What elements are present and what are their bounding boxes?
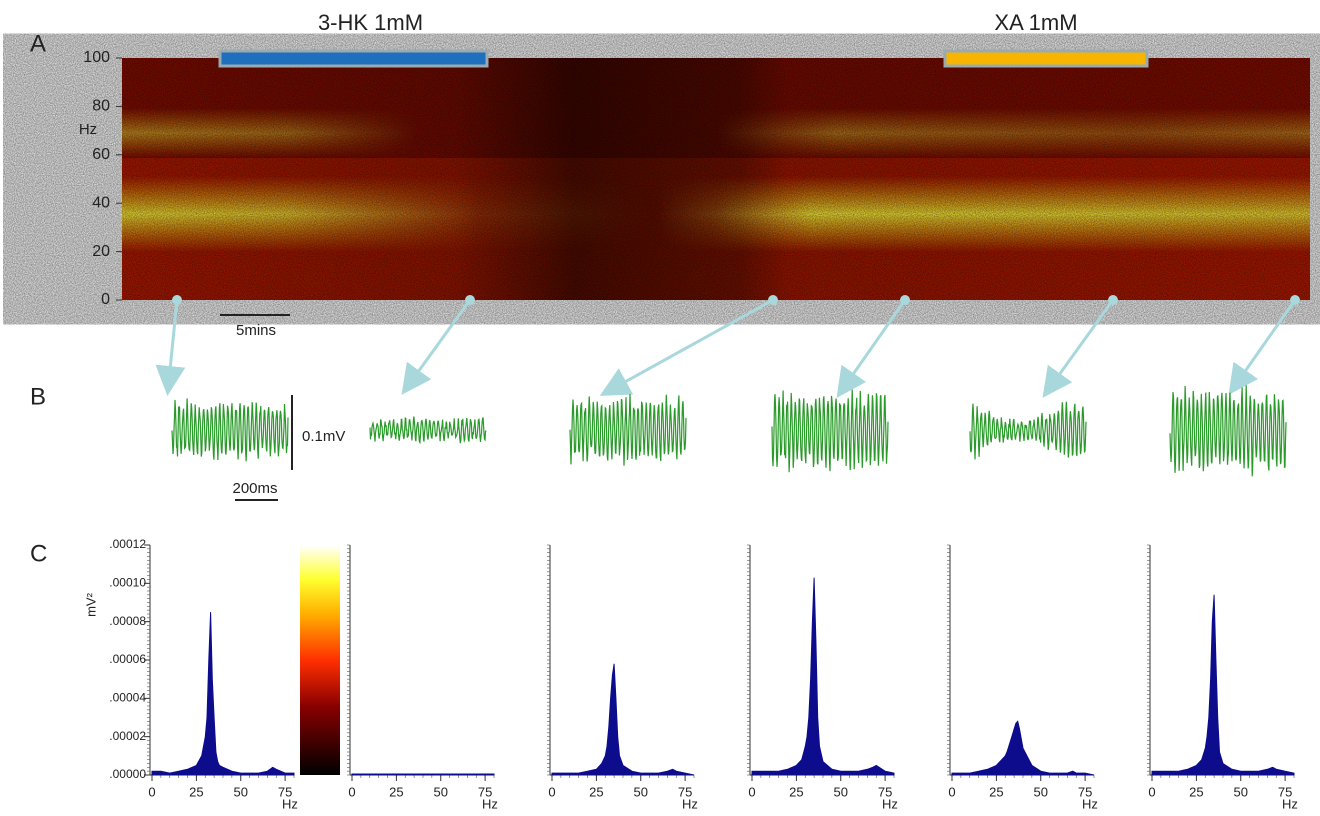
spectrogram-noise: [122, 58, 1310, 300]
x-axis-label: Hz: [682, 796, 698, 811]
y-axis-label: Hz: [79, 121, 97, 138]
arrow: [401, 299, 472, 395]
x-tick-label: 0: [1148, 784, 1155, 799]
scale-label: 200ms: [232, 480, 277, 497]
x-tick-label: 50: [634, 784, 648, 799]
y-tick-label: .00004: [109, 691, 146, 705]
spectrum-area: [951, 720, 1095, 776]
x-tick-label: 25: [1189, 784, 1203, 799]
x-axis-label: Hz: [1282, 796, 1298, 811]
y-tick-label: 100: [83, 49, 110, 66]
x-tick-label: 50: [434, 784, 448, 799]
colorbar: [300, 545, 340, 775]
y-tick-label: .00008: [109, 614, 146, 628]
x-tick-label: 0: [148, 784, 155, 799]
time-point: [465, 295, 475, 305]
y-tick-label: .00006: [109, 652, 146, 666]
y-axis-label: mV²: [83, 592, 98, 617]
spectrogram: [122, 58, 1310, 300]
panel-label: A: [30, 30, 46, 57]
scale-label: 0.1mV: [302, 428, 345, 445]
x-tick-label: 50: [1034, 784, 1048, 799]
x-tick-label: 75: [478, 784, 492, 799]
treatment-label: XA 1mM: [994, 10, 1077, 35]
panel-label: B: [30, 383, 46, 410]
arrow: [836, 299, 907, 398]
treatment-bar: [943, 49, 1149, 68]
time-point: [172, 295, 182, 305]
time-point: [1290, 295, 1300, 305]
y-tick-label: 20: [92, 243, 110, 260]
spectrum-area: [351, 773, 495, 776]
x-tick-label: 0: [948, 784, 955, 799]
panel-label: C: [30, 540, 47, 567]
x-axis-label: Hz: [282, 796, 298, 811]
x-tick-label: 50: [834, 784, 848, 799]
x-tick-label: 50: [1234, 784, 1248, 799]
x-axis-label: Hz: [1082, 796, 1098, 811]
x-tick-label: 25: [389, 784, 403, 799]
y-tick-label: 80: [92, 98, 110, 115]
time-point: [900, 295, 910, 305]
x-tick-label: 75: [878, 784, 892, 799]
time-point: [1108, 295, 1118, 305]
scale-label: 5mins: [236, 322, 276, 339]
y-tick-label: 60: [92, 146, 110, 163]
spectrum-area: [1151, 594, 1295, 776]
y-tick-label: .00010: [109, 576, 146, 590]
x-tick-label: 0: [748, 784, 755, 799]
x-axis-label: Hz: [482, 796, 498, 811]
arrow: [599, 298, 774, 396]
x-tick-label: 75: [678, 784, 692, 799]
x-tick-label: 25: [189, 784, 203, 799]
x-axis-label: Hz: [882, 796, 898, 811]
lfp-trace: [771, 389, 889, 473]
x-tick-label: 50: [234, 784, 248, 799]
y-tick-label: .00012: [109, 537, 146, 551]
arrow: [1228, 299, 1297, 395]
lfp-trace: [1169, 385, 1287, 477]
arrow: [155, 299, 186, 396]
x-tick-label: 75: [1078, 784, 1092, 799]
x-tick-label: 25: [589, 784, 603, 799]
x-tick-label: 75: [1278, 784, 1292, 799]
treatment-label: 3-HK 1mM: [318, 10, 423, 35]
lfp-trace: [171, 398, 289, 462]
x-tick-label: 0: [548, 784, 555, 799]
y-tick-label: .00000: [109, 767, 146, 781]
spectrum-area: [751, 577, 895, 776]
spectrum-area: [551, 663, 695, 776]
arrow: [1042, 299, 1115, 398]
spectrum-area: [151, 612, 295, 776]
x-tick-label: 25: [789, 784, 803, 799]
y-tick-label: 0: [101, 291, 110, 308]
y-tick-label: 40: [92, 194, 110, 211]
lfp-trace: [369, 416, 487, 445]
treatment-bar: [218, 49, 489, 68]
x-tick-label: 25: [989, 784, 1003, 799]
x-tick-label: 75: [278, 784, 292, 799]
time-point: [768, 295, 778, 305]
lfp-trace: [569, 393, 687, 466]
lfp-trace: [969, 401, 1087, 460]
y-tick-label: .00002: [109, 729, 146, 743]
x-tick-label: 0: [348, 784, 355, 799]
